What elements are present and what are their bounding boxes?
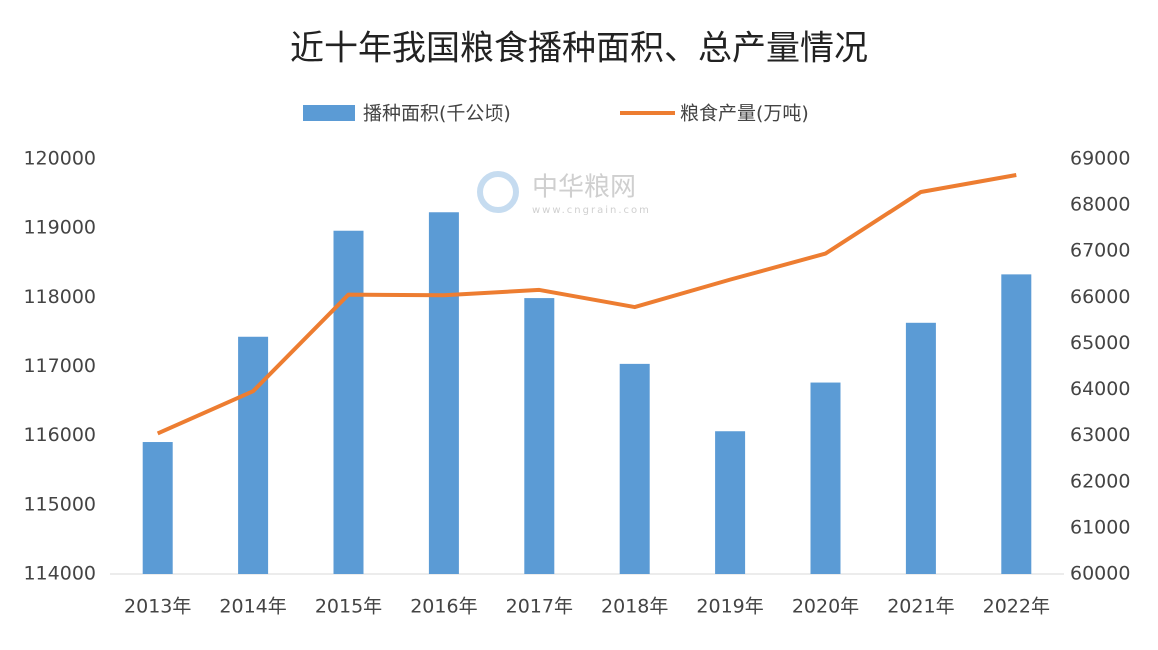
bar xyxy=(142,442,173,574)
y2-tick-label: 61000 xyxy=(1070,516,1130,538)
y-tick-label: 115000 xyxy=(23,493,96,515)
watermark: 中华粮网 www.cngrain.com xyxy=(477,171,651,216)
y2-tick-label: 67000 xyxy=(1070,240,1130,262)
watermark-logo xyxy=(477,171,519,213)
y2-tick-label: 60000 xyxy=(1070,563,1130,585)
bar xyxy=(524,298,555,574)
legend-label: 粮食产量(万吨) xyxy=(680,103,809,125)
x-tick-label: 2013年 xyxy=(124,596,191,618)
y2-tick-label: 62000 xyxy=(1070,470,1130,492)
legend-label: 播种面积(千公顷) xyxy=(363,103,511,125)
y2-tick-label: 64000 xyxy=(1070,378,1130,400)
bar xyxy=(810,382,841,574)
bar xyxy=(905,322,936,574)
x-tick-label: 2016年 xyxy=(410,596,477,618)
y-tick-label: 116000 xyxy=(23,424,96,446)
bar xyxy=(333,230,364,574)
y2-tick-label: 65000 xyxy=(1070,332,1130,354)
x-tick-label: 2018年 xyxy=(601,596,668,618)
y2-tick-label: 69000 xyxy=(1070,148,1130,170)
x-tick-label: 2014年 xyxy=(219,596,286,618)
x-tick-label: 2021年 xyxy=(887,596,954,618)
x-tick-label: 2017年 xyxy=(506,596,573,618)
bar xyxy=(238,336,269,574)
x-tick-label: 2022年 xyxy=(983,596,1050,618)
watermark-text: 中华粮网 xyxy=(532,173,636,203)
y-tick-label: 120000 xyxy=(23,148,96,170)
bar xyxy=(428,212,459,574)
watermark-url: www.cngrain.com xyxy=(532,205,651,216)
bar xyxy=(715,431,746,574)
line xyxy=(156,173,1017,436)
x-tick-label: 2020年 xyxy=(792,596,859,618)
bar xyxy=(1001,274,1032,574)
legend-swatch xyxy=(303,105,355,121)
y2-tick-label: 63000 xyxy=(1070,424,1130,446)
y-tick-label: 119000 xyxy=(23,217,96,239)
x-tick-label: 2015年 xyxy=(315,596,382,618)
y2-tick-label: 68000 xyxy=(1070,194,1130,216)
y2-tick-label: 66000 xyxy=(1070,286,1130,308)
y-tick-label: 114000 xyxy=(23,563,96,585)
x-tick-label: 2019年 xyxy=(696,596,763,618)
y-tick-label: 118000 xyxy=(23,286,96,308)
chart-title: 近十年我国粮食播种面积、总产量情况 xyxy=(290,29,868,69)
y-tick-label: 117000 xyxy=(23,355,96,377)
bar xyxy=(619,363,650,574)
